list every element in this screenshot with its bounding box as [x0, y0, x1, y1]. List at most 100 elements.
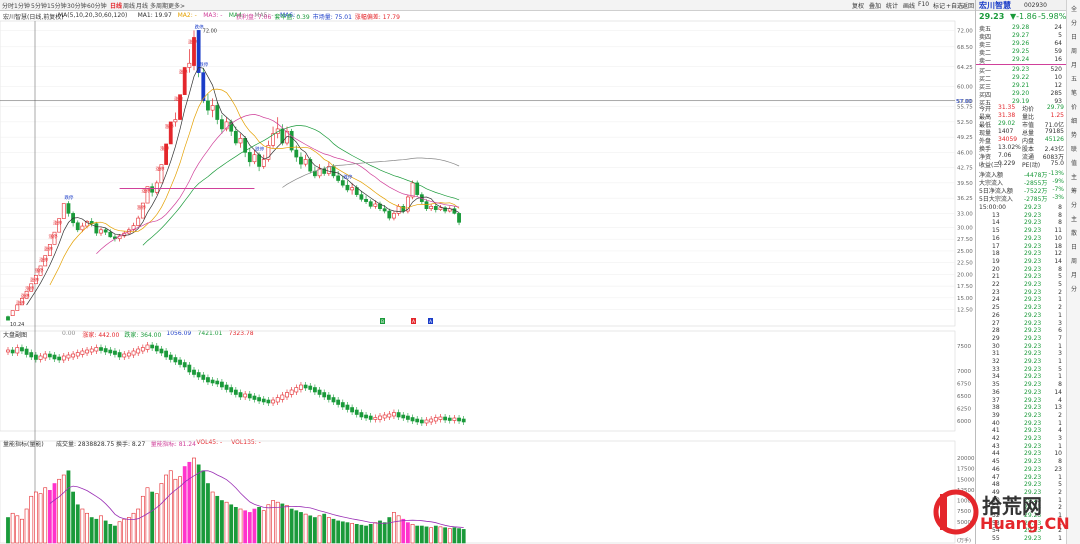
- index-candle: [47, 353, 52, 358]
- side-tab-0[interactable]: 全: [1070, 6, 1077, 13]
- tick-vol: 2: [1058, 411, 1062, 419]
- tick-row: 21 29.23 5: [976, 273, 1066, 281]
- period-tab-0[interactable]: 分时: [2, 3, 15, 10]
- toolbar-button-0[interactable]: 复权: [852, 3, 865, 10]
- tick-price: 29.23: [1024, 488, 1042, 496]
- orderbook-row: 卖五 29.28 24: [976, 24, 1066, 33]
- index-candle: [331, 397, 336, 403]
- tick-time: 53: [992, 519, 1000, 527]
- candle: [387, 210, 392, 219]
- stat-label: 均价: [1022, 106, 1035, 113]
- watermark-badge-icon: [933, 489, 979, 535]
- stats-row: 现量 1407 总量 79185: [976, 128, 1066, 137]
- candle: [61, 203, 66, 219]
- candle: [201, 72, 206, 102]
- side-tab-17[interactable]: 日: [1070, 244, 1077, 251]
- period-tab-2[interactable]: 5分钟: [31, 3, 47, 10]
- side-tab-1[interactable]: 分: [1070, 20, 1077, 27]
- period-tab-10[interactable]: 更多>: [168, 3, 186, 10]
- volume-bar: [206, 483, 210, 544]
- toolbar-button-4[interactable]: F10: [918, 1, 930, 8]
- ma-legend-item: MA3: -: [203, 12, 223, 19]
- tick-price: 29.23: [1024, 496, 1042, 504]
- side-tab-16[interactable]: 散: [1070, 230, 1077, 237]
- event-marker[interactable]: [428, 318, 433, 324]
- tick-header: 15:00:00 29.23 8: [976, 204, 1066, 212]
- limit-up-label: 涨停: [137, 204, 146, 211]
- candle: [159, 164, 164, 184]
- price-tick: 55.75: [957, 105, 973, 111]
- candle: [294, 149, 299, 158]
- side-tab-5[interactable]: 五: [1070, 76, 1077, 83]
- candle: [308, 159, 313, 172]
- side-tab-18[interactable]: 周: [1070, 258, 1077, 265]
- side-tab-20[interactable]: 分: [1070, 286, 1077, 293]
- low-label: 10.24: [10, 322, 24, 328]
- side-tab-11[interactable]: 值: [1070, 160, 1077, 167]
- side-tab-2[interactable]: 日: [1070, 34, 1077, 41]
- tick-price: 29.23: [1024, 281, 1042, 288]
- candle: [438, 207, 443, 210]
- side-tab-13[interactable]: 筹: [1070, 188, 1077, 195]
- period-tab-8[interactable]: 月线: [136, 3, 149, 10]
- side-tab-4[interactable]: 月: [1070, 62, 1077, 69]
- side-tab-10[interactable]: 联: [1070, 146, 1077, 153]
- period-tab-9[interactable]: 多周期: [150, 3, 169, 10]
- index-candle: [410, 417, 415, 422]
- volume-bar: [378, 520, 382, 544]
- tick-row: 16 29.23 10: [976, 235, 1066, 243]
- period-tab-6[interactable]: 日线: [110, 3, 123, 10]
- volume-bar: [127, 517, 131, 544]
- tick-vol: 2: [1058, 527, 1062, 535]
- index-candle: [154, 345, 159, 352]
- toolbar-button-7[interactable]: 返回: [962, 3, 975, 10]
- candle: [415, 182, 420, 195]
- tick-list[interactable]: 15:00:00 29.23 8 13 29.23 8 14 29.23 8 15 29.23 11 1…: [976, 204, 1066, 544]
- tick-row: 24 29.23 1: [976, 296, 1066, 304]
- toolbar-button-6[interactable]: +自选: [946, 3, 964, 10]
- event-marker[interactable]: [380, 318, 385, 324]
- stats-row: 最低 29.02 市值 71.0亿: [976, 120, 1066, 129]
- period-tab-5[interactable]: 60分钟: [87, 3, 107, 10]
- side-tab-9[interactable]: 势: [1070, 132, 1077, 139]
- side-tab-14[interactable]: 分: [1070, 202, 1077, 209]
- stats-row: 今开 31.35 均价 29.79: [976, 104, 1066, 113]
- tick-vol: 10: [1054, 234, 1062, 242]
- toolbar-button-3[interactable]: 画线: [903, 3, 916, 10]
- tick-time: 36: [992, 388, 1000, 396]
- tick-row: 40 29.23 1: [976, 420, 1066, 428]
- volume-bar: [178, 476, 182, 544]
- sub2-legend-item: 成交量: 2838828.75: [56, 441, 115, 448]
- period-tab-1[interactable]: 1分钟: [14, 3, 30, 10]
- side-tab-8[interactable]: 细: [1070, 118, 1077, 125]
- period-tab-3[interactable]: 15分钟: [47, 3, 67, 10]
- tick-price: 29.23: [1024, 211, 1042, 219]
- index-candle: [415, 418, 420, 423]
- tick-row: 42 29.23 3: [976, 435, 1066, 443]
- volume-bar: [108, 523, 113, 544]
- sub2-tick: 5000: [957, 520, 971, 526]
- period-tab-7[interactable]: 周线: [123, 3, 136, 10]
- side-tab-6[interactable]: 笔: [1070, 90, 1077, 97]
- index-candle: [206, 377, 210, 383]
- toolbar-button-5[interactable]: 标记: [933, 3, 946, 10]
- tick-row: 15 29.23 11: [976, 227, 1066, 235]
- kline-chart-area[interactable]: 宏川智慧(日线,前复权) MA(5,10,20,30,60,120) MA1: 1…: [0, 11, 975, 544]
- price-tick: 60.00: [957, 85, 973, 91]
- volume-bar: [364, 525, 368, 544]
- event-marker[interactable]: [411, 318, 416, 324]
- index-candle: [340, 402, 345, 408]
- toolbar-button-2[interactable]: 统计: [886, 3, 899, 10]
- side-tab-19[interactable]: 月: [1070, 272, 1077, 279]
- side-tab-7[interactable]: 价: [1070, 104, 1077, 111]
- tick-price: 29.23: [1024, 342, 1042, 350]
- side-tab-12[interactable]: 主: [1070, 174, 1077, 181]
- volume-bar: [136, 508, 141, 544]
- candle: [350, 187, 355, 191]
- toolbar-button-1[interactable]: 叠加: [869, 3, 882, 10]
- limit-up-label: 涨停: [21, 292, 30, 299]
- side-tab-15[interactable]: 主: [1070, 216, 1077, 223]
- period-tab-4[interactable]: 30分钟: [67, 3, 87, 10]
- tick-time: 52: [992, 512, 1000, 519]
- side-tab-3[interactable]: 周: [1070, 48, 1077, 55]
